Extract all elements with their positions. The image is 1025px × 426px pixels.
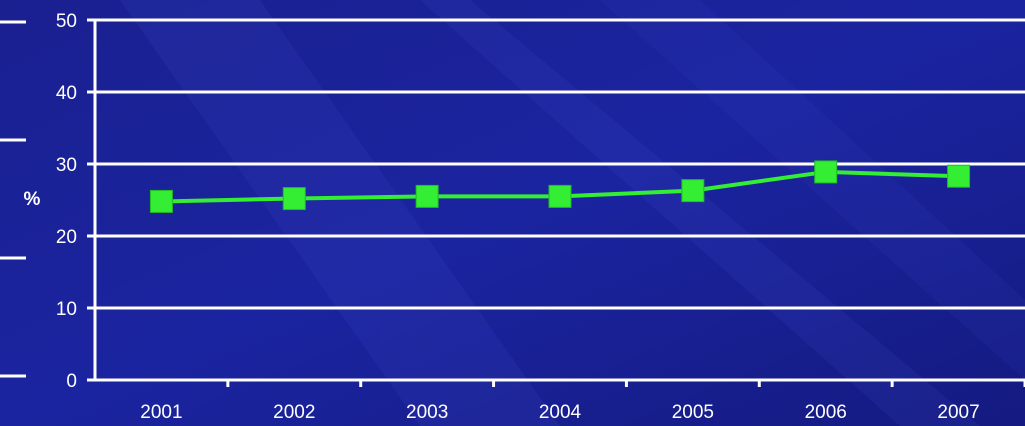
axes [87,18,1025,387]
y-tick-label: 20 [56,227,77,248]
data-point-marker [947,164,971,188]
series-group [149,160,971,213]
y-tick-labels: 0 10 20 30 40 50 [56,11,77,392]
data-point-marker [282,187,306,211]
x-tick-label: 2003 [406,402,448,423]
x-tick-label: 2004 [539,402,582,423]
data-point-marker [415,184,439,208]
data-point-marker [681,179,705,203]
grid-lines [95,18,1025,310]
y-axis-label: % [24,189,41,210]
y-tick-label: 0 [66,371,77,392]
y-tick-label: 50 [56,11,77,32]
y-tick-label: 40 [56,83,77,104]
x-tick-label: 2007 [937,402,979,423]
x-tick-label: 2005 [672,402,714,423]
y-tick-label: 10 [56,299,77,320]
data-point-marker [548,184,572,208]
x-tick-labels: 2001 2002 2003 2004 2005 2006 2007 [140,402,979,423]
x-tick-label: 2002 [273,402,315,423]
data-point-marker [149,189,173,213]
background-streaks [120,0,1025,426]
data-point-marker [814,160,838,184]
y-tick-label: 30 [56,155,77,176]
left-markers [0,20,26,378]
x-tick-label: 2001 [140,402,182,423]
x-tick-label: 2006 [805,402,847,423]
